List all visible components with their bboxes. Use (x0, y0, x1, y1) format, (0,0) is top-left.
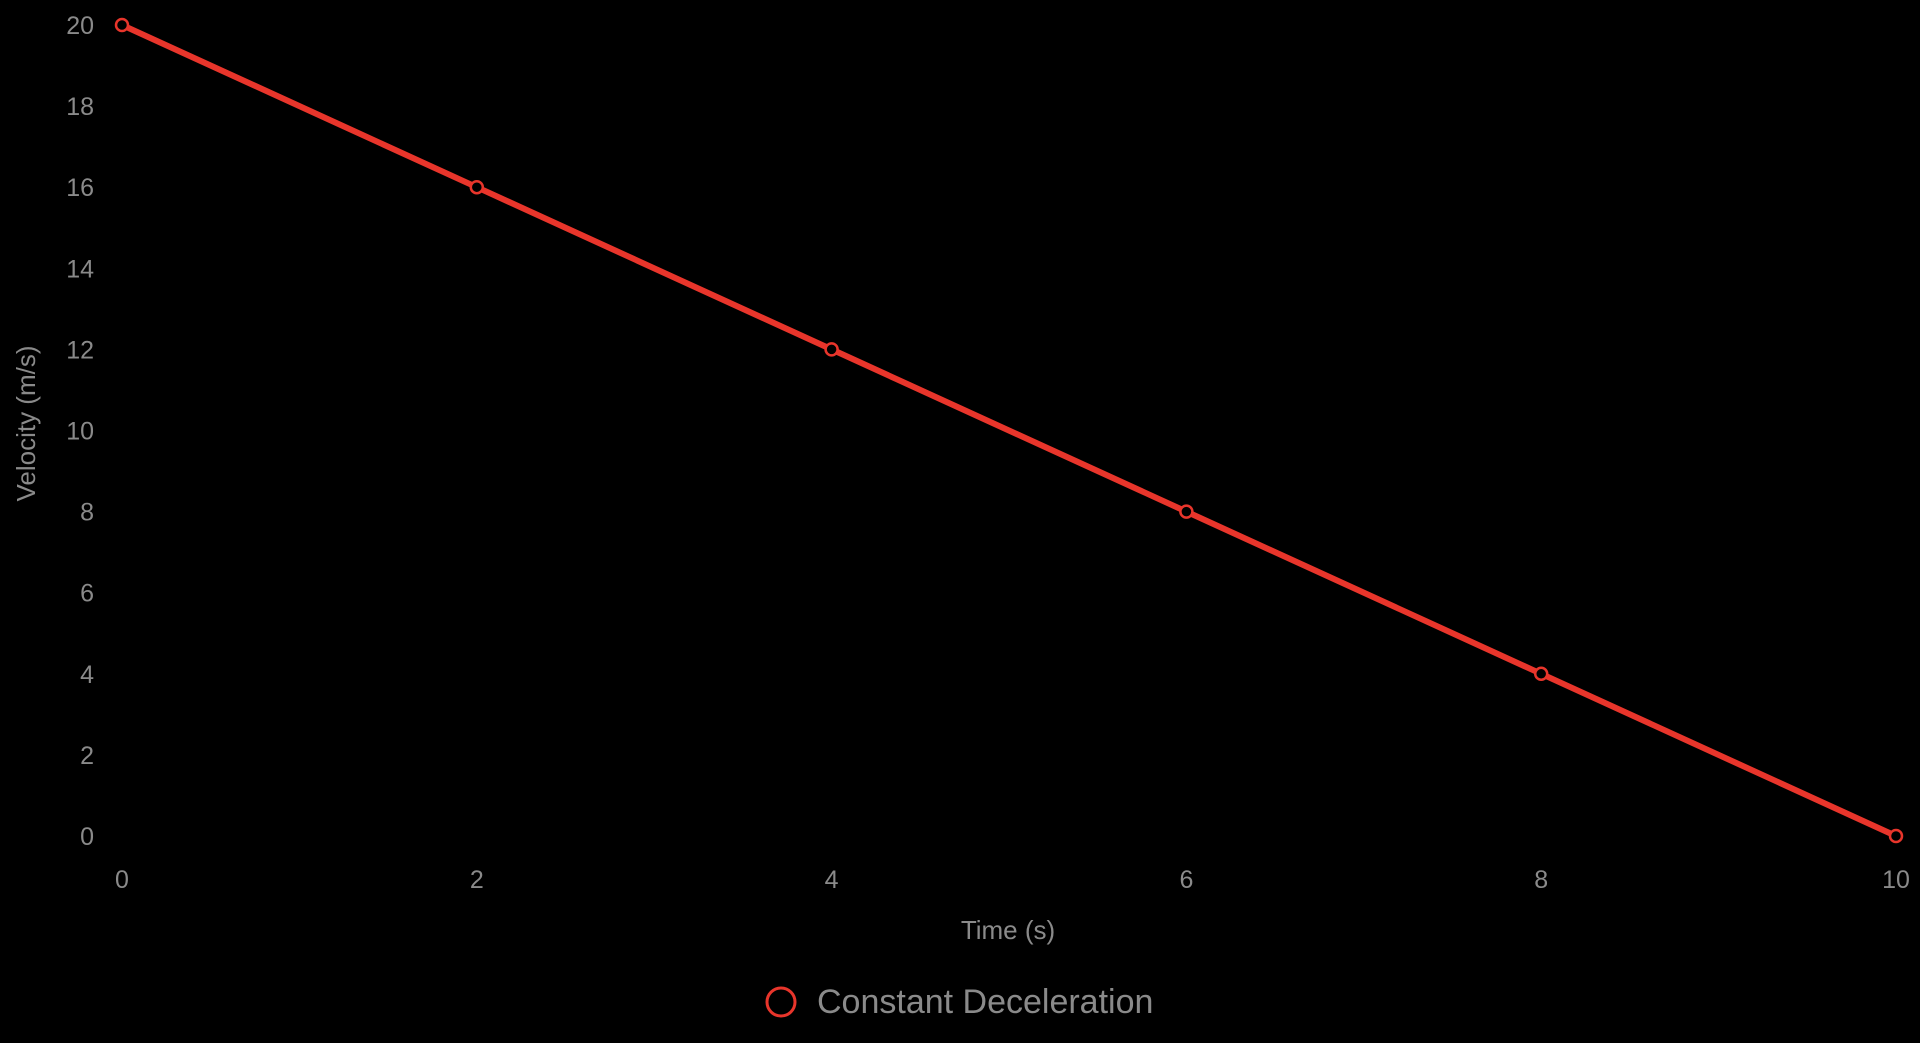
y-tick-label: 6 (80, 580, 94, 608)
y-tick-label: 18 (66, 93, 94, 121)
y-tick-label: 20 (66, 12, 94, 40)
y-tick-label: 12 (66, 336, 94, 364)
y-axis-ticks: 0 2 4 6 8 10 12 14 16 18 20 (66, 12, 94, 851)
x-tick-label: 8 (1534, 866, 1548, 894)
legend[interactable]: Constant Deceleration (765, 983, 1153, 1021)
data-point[interactable] (114, 17, 130, 33)
y-tick-label: 0 (80, 823, 94, 851)
y-tick-label: 8 (80, 499, 94, 527)
series-line (119, 22, 1899, 839)
y-tick-label: 2 (80, 742, 94, 770)
x-tick-label: 10 (1882, 866, 1910, 894)
series-layer (114, 17, 1904, 844)
y-axis-title: Velocity (m/s) (11, 345, 41, 501)
x-axis-ticks: 0 2 4 6 8 10 (115, 866, 1910, 894)
x-tick-label: 2 (470, 866, 484, 894)
y-tick-label: 4 (80, 661, 94, 689)
data-point[interactable] (1533, 666, 1549, 682)
legend-label: Constant Deceleration (817, 983, 1153, 1021)
legend-marker-icon (765, 986, 797, 1018)
x-tick-label: 4 (825, 866, 839, 894)
y-tick-label: 14 (66, 255, 94, 283)
y-tick-label: 10 (66, 418, 94, 446)
x-tick-label: 0 (115, 866, 129, 894)
x-tick-label: 6 (1179, 866, 1193, 894)
x-axis-title: Time (s) (961, 915, 1055, 945)
y-tick-label: 16 (66, 174, 94, 202)
data-point[interactable] (824, 342, 839, 357)
data-point[interactable] (469, 179, 485, 195)
data-point[interactable] (1179, 504, 1194, 519)
data-point[interactable] (1888, 828, 1904, 844)
